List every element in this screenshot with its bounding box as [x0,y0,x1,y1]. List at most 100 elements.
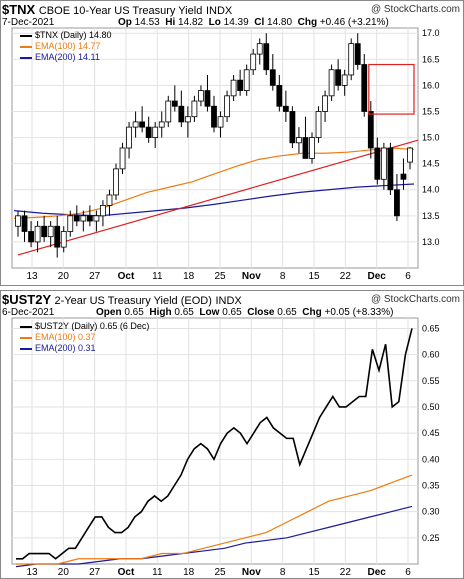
candle-body [139,121,146,128]
legend-item-ema100: EMA(100) 0.37 [20,332,149,343]
y-tick-label: 0.55 [422,376,440,386]
x-tick-label: 25 [214,271,226,282]
y-tick-label: 0.40 [422,454,440,464]
legend-swatch [20,347,32,350]
low-value: 0.65 [222,307,242,318]
candle-body [387,147,394,191]
candle-body [302,137,309,159]
y-tick-label: 0.35 [422,480,440,490]
legend-item-price: $UST2Y (Daily) 0.65 (6 Dec) [20,321,149,332]
candle-body [243,69,250,92]
x-tick-label: 25 [214,567,226,578]
y-tick-label: 15.0 [422,133,440,143]
high-label: Hi [165,17,176,28]
tnx-chart-panel: 13.0 13.5 14.0 14.5 15.0 15.5 16.0 16.5 17.0 13 20… [0,0,464,286]
ema200-line [15,505,413,568]
ema100-line [16,474,413,565]
high-value: 14.82 [178,17,204,28]
candle-body [296,137,302,144]
legend-swatch [20,34,32,37]
candle-body [54,225,61,248]
candle-body [361,64,368,112]
date-label: 7-Dec-2021 [2,17,55,28]
y-tick-label: 16.5 [422,54,440,64]
x-tick-label: 13 [26,271,38,282]
x-tick-label: 22 [340,567,352,578]
legend-label: $UST2Y (Daily) 0.65 (6 Dec) [35,321,150,331]
watermark: @ StockCharts.com [370,4,460,15]
candle-body [80,215,87,222]
ust2y-chart-panel: 0.25 0.30 0.35 0.40 0.45 0.50 0.55 0.60 0.65 13 20… [0,290,464,579]
candle-body [86,215,93,222]
close-label: Close [247,307,275,318]
candle-body [400,173,407,180]
candle-body [132,121,139,128]
candle-body [328,69,335,97]
exchange-label: INDX [205,5,233,17]
change-label: Chg [302,307,322,318]
x-tick-label: 22 [340,271,352,282]
candle-body [106,194,113,206]
open-value: 14.53 [134,17,160,28]
candle-body [158,121,165,128]
candle-body [73,215,80,222]
legend-label: $TNX (Daily) 14.80 [35,30,112,40]
open-label: Open [96,307,122,318]
symbol-label: $UST2Y [2,292,51,307]
y-tick-label: 0.60 [422,350,440,360]
candle-body [374,147,381,180]
date-label: 6-Dec-2021 [2,307,55,318]
legend-item-ema100: EMA(100) 14.77 [20,41,112,52]
y-tick-label: 0.45 [422,428,440,438]
y-tick-label: 0.65 [422,323,440,333]
candle-body [165,100,172,123]
ema200-line [13,183,415,217]
candle-body [256,43,263,55]
change-label: Chg [297,17,318,28]
candle-body [113,168,119,196]
candle-body [211,105,217,128]
candle-body [322,95,328,112]
chart-title: $TNX CBOE 10-Year US Treasury Yield INDX [2,2,232,17]
x-tick-label: Dec [367,271,386,282]
low-value: 14.39 [223,17,249,28]
candle-body [335,69,342,86]
ust2y-chart-svg: 0.25 0.30 0.35 0.40 0.45 0.50 0.55 0.60 0.65 13 20… [0,290,464,579]
x-tick-label: 6 [405,567,411,578]
exchange-label: INDX [215,295,242,307]
x-tick-label: Nov [242,271,261,282]
candle-body [21,215,28,232]
y-tick-label: 0.25 [422,533,440,543]
candle-body [93,215,100,222]
x-tick-label: 8 [280,271,286,282]
legend-item-price: $TNX (Daily) 14.80 [20,30,112,41]
legend-item-ema200: EMA(200) 14.11 [20,52,112,63]
candle-body [171,100,178,107]
trendline [17,139,419,256]
high-label: High [149,307,172,318]
close-label: Cl [254,17,265,28]
candle-body [269,69,276,86]
candle-body [47,225,54,238]
candle-body [152,126,159,138]
symbol-description: CBOE 10-Year US Treasury Yield [38,5,203,17]
x-tick-label: 8 [280,567,286,578]
x-tick-label: 18 [183,567,195,578]
candle-body [126,126,132,149]
x-tick-label: 13 [26,567,38,578]
legend-swatch [20,325,32,328]
candle-body [60,231,67,248]
legend-label: EMA(200) 14.11 [35,52,100,62]
candle-body [315,111,322,138]
y-tick-label: 0.30 [422,507,440,517]
candle-body [282,105,289,112]
plot-area [11,317,419,565]
highlight-box [368,63,415,115]
candle-body [309,137,315,159]
open-label: Op [118,17,132,28]
candle-body [250,53,257,71]
candle-body [380,147,387,180]
ohlc-readout: Op 14.53 Hi 14.82 Lo 14.39 Cl 14.80 Chg … [118,17,389,28]
low-label: Low [199,307,220,318]
candle-body [184,116,191,123]
